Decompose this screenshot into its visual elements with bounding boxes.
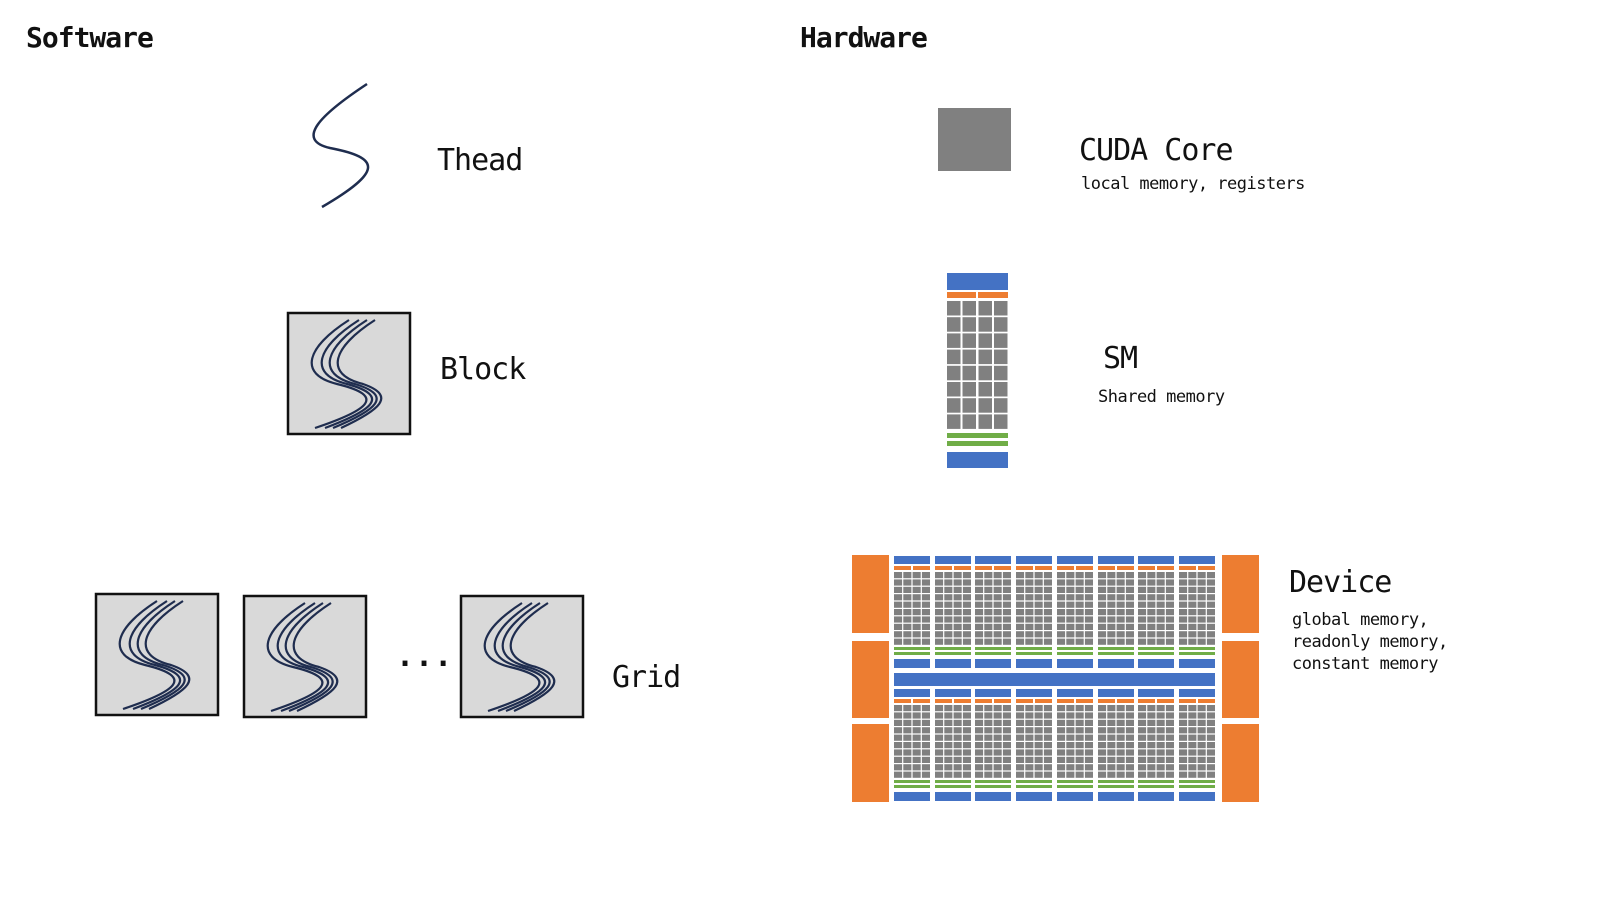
thread-curve (320, 319, 374, 430)
thread-curve (501, 602, 551, 713)
thread-curve (509, 602, 556, 712)
thread-curve (310, 319, 368, 430)
device-label: Device (1289, 565, 1392, 600)
block-icon (286, 311, 412, 436)
thread-icon (312, 82, 370, 209)
cuda-core-label: CUDA Core (1079, 133, 1234, 168)
cuda-core-icon (938, 108, 1011, 171)
thread-label: Thead (437, 143, 523, 178)
grid-block-n (459, 594, 585, 719)
grid-ellipsis: ... (396, 639, 454, 674)
thread-curve (276, 602, 330, 713)
cuda-core-sublabel: local memory, registers (1081, 174, 1305, 194)
thread-curve (144, 600, 191, 710)
thread-curve (266, 602, 324, 713)
thread-curve (328, 319, 378, 430)
device-sublabel-3: constant memory (1292, 654, 1439, 674)
thread-curve (493, 602, 547, 713)
grid-block-1 (94, 592, 220, 717)
software-title: Software (26, 21, 154, 54)
thread-curve (136, 600, 186, 711)
device-icon (852, 555, 1259, 802)
hardware-title: Hardware (800, 21, 928, 54)
thread-curve (118, 600, 176, 711)
device-sublabel-2: readonly memory, (1292, 632, 1448, 652)
sm-label: SM (1103, 341, 1138, 376)
thread-curve (292, 602, 339, 712)
thread-curve (336, 319, 383, 429)
grid-label: Grid (612, 660, 681, 695)
thread-curve (284, 602, 334, 713)
sm-sublabel: Shared memory (1098, 387, 1225, 407)
thread-curve (128, 600, 182, 711)
grid-block-2 (242, 594, 368, 719)
device-sublabel-1: global memory, (1292, 610, 1429, 630)
block-label: Block (440, 352, 526, 387)
thread-curve (483, 602, 541, 713)
sm-icon (947, 273, 1008, 468)
